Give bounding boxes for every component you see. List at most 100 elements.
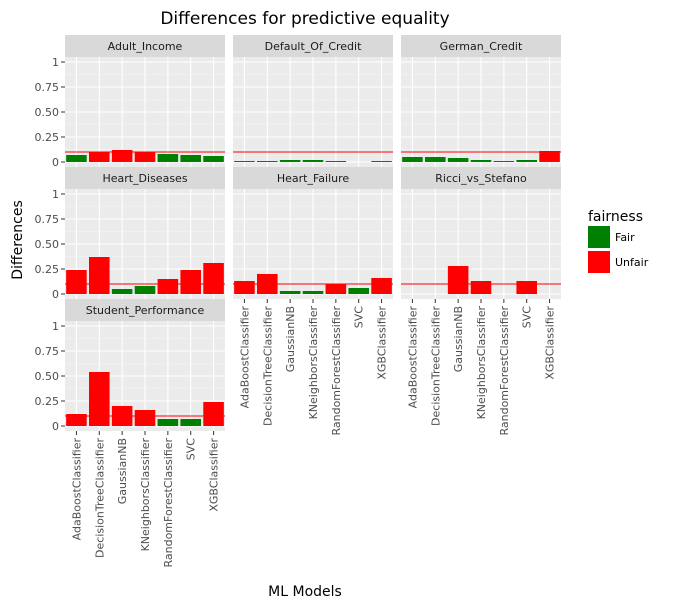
bar xyxy=(447,158,469,162)
x-tick-label: GaussianNB xyxy=(284,306,297,372)
bar xyxy=(402,157,423,162)
facet-panel: Heart_Diseases 0 0.25 0.50 0.75 1 xyxy=(35,167,225,301)
bar xyxy=(203,156,224,162)
bar xyxy=(539,151,560,162)
facet-strip xyxy=(65,299,225,321)
bar xyxy=(348,288,369,294)
x-tick-label: XGBClassifier xyxy=(208,438,221,512)
bar xyxy=(180,270,201,294)
y-tick-label: 0 xyxy=(52,288,59,301)
bar xyxy=(111,150,133,162)
x-tick-label: GaussianNB xyxy=(116,438,129,504)
bar xyxy=(89,257,110,294)
facet-strip xyxy=(401,35,561,57)
x-tick-label: SVC xyxy=(185,438,198,461)
facet-strip-label: Heart_Failure xyxy=(277,172,350,185)
bar xyxy=(134,286,156,294)
bar xyxy=(234,281,255,294)
x-tick-label: KNeighborsClassifier xyxy=(139,438,152,552)
bar xyxy=(493,161,515,162)
facet-strip-label: Ricci_vs_Stefano xyxy=(435,172,527,185)
bar xyxy=(157,279,179,294)
facet-strip-label: Student_Performance xyxy=(86,304,205,317)
legend-swatch xyxy=(588,226,610,248)
x-tick-label: AdaBoostClassifier xyxy=(406,306,419,409)
bar xyxy=(203,263,224,294)
x-tick-label: SVC xyxy=(521,306,534,329)
x-axis-title: ML Models xyxy=(268,584,342,600)
y-tick-label: 1 xyxy=(52,320,59,333)
legend-title: fairness xyxy=(588,209,643,225)
facet-strip xyxy=(233,35,393,57)
y-tick-label: 0 xyxy=(52,420,59,433)
facet-strip-label: Adult_Income xyxy=(108,40,183,53)
bar xyxy=(157,154,179,162)
bar xyxy=(157,419,179,426)
facet-panel: Default_Of_Credit xyxy=(233,35,393,167)
x-tick-label: DecisionTreeClassifier xyxy=(93,438,106,558)
x-tick-label: RandomForestClassifier xyxy=(498,306,511,436)
x-tick-label: KNeighborsClassifier xyxy=(307,306,320,420)
bar xyxy=(203,402,224,426)
x-tick-label: SVC xyxy=(353,306,366,329)
x-tick-label: AdaBoostClassifier xyxy=(238,306,251,409)
bar xyxy=(470,281,492,294)
bar xyxy=(371,278,392,294)
legend-label: Fair xyxy=(615,231,635,244)
bar xyxy=(180,155,201,162)
facet-panel: Adult_Income 0 0.25 0.50 0.75 1 xyxy=(35,35,225,169)
bar xyxy=(234,161,255,162)
bar xyxy=(302,160,324,162)
facet-panel: Heart_Failure AdaBoostClassifier DecisionT… xyxy=(233,167,393,436)
y-tick-label: 0.75 xyxy=(35,213,60,226)
bar xyxy=(180,419,201,426)
x-tick-label: DecisionTreeClassifier xyxy=(429,306,442,426)
bar xyxy=(302,291,324,294)
bar xyxy=(516,281,537,294)
y-tick-label: 1 xyxy=(52,56,59,69)
x-tick-label: DecisionTreeClassifier xyxy=(261,306,274,426)
x-tick-label: XGBClassifier xyxy=(544,306,557,380)
x-tick-label: KNeighborsClassifier xyxy=(475,306,488,420)
y-tick-label: 0.25 xyxy=(35,263,60,276)
bar xyxy=(134,152,156,162)
x-tick-label: XGBClassifier xyxy=(376,306,389,380)
bar xyxy=(66,414,87,426)
facet-strip-label: Heart_Diseases xyxy=(102,172,187,185)
bar xyxy=(134,410,156,426)
y-tick-label: 0.75 xyxy=(35,81,60,94)
legend: fairness Fair Unfair xyxy=(588,209,649,273)
y-axis-title: Differences xyxy=(10,200,26,279)
bar xyxy=(425,157,446,162)
chart-title: Differences for predictive equality xyxy=(160,9,449,29)
y-tick-label: 0.50 xyxy=(35,106,60,119)
bar xyxy=(89,152,110,162)
legend-swatch xyxy=(588,251,610,273)
y-tick-label: 0.25 xyxy=(35,131,60,144)
y-tick-label: 0.50 xyxy=(35,370,60,383)
bar xyxy=(325,284,347,294)
bar xyxy=(470,160,492,162)
x-tick-label: RandomForestClassifier xyxy=(162,438,175,568)
facet-panel: Student_Performance 0 0.25 0.50 0.75 1 AdaBoos… xyxy=(35,299,225,568)
bar xyxy=(257,161,278,162)
bar xyxy=(66,270,87,294)
facet-strip xyxy=(233,167,393,189)
bar xyxy=(516,160,537,162)
y-tick-label: 0.50 xyxy=(35,238,60,251)
x-tick-label: RandomForestClassifier xyxy=(330,306,343,436)
bar xyxy=(89,372,110,426)
bar xyxy=(371,161,392,162)
y-tick-label: 0 xyxy=(52,156,59,169)
legend-label: Unfair xyxy=(615,256,649,269)
facet-panels: Adult_Income 0 0.25 0.50 0.75 1 Default_Of_Cre… xyxy=(35,35,561,568)
facet-strip xyxy=(65,35,225,57)
x-tick-label: GaussianNB xyxy=(452,306,465,372)
facet-strip xyxy=(65,167,225,189)
facet-strip-label: Default_Of_Credit xyxy=(265,40,362,53)
y-tick-label: 0.25 xyxy=(35,395,60,408)
x-tick-label: AdaBoostClassifier xyxy=(70,438,83,541)
bar xyxy=(279,160,301,162)
bar xyxy=(111,289,133,294)
